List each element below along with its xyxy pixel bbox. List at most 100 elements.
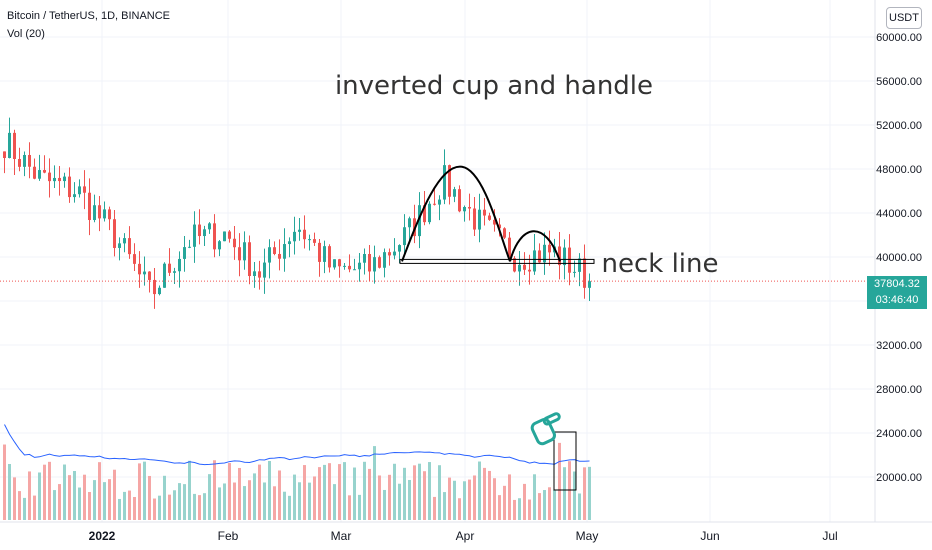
volume-bar <box>113 469 116 520</box>
volume-bar <box>38 472 41 520</box>
candle-body <box>203 229 206 237</box>
candle-body <box>383 252 386 268</box>
volume-bar <box>398 483 401 520</box>
candle-body <box>333 259 336 268</box>
price-tick-label: 52000.00 <box>876 120 922 132</box>
volume-bar <box>23 497 26 520</box>
volume-bar <box>73 470 76 520</box>
candle-body <box>38 170 41 179</box>
handle-arc <box>509 230 561 262</box>
volume-bar <box>218 487 221 520</box>
volume-bar <box>323 464 326 520</box>
candle-body <box>193 224 196 247</box>
candle-body <box>418 205 421 237</box>
volume-bar <box>543 490 546 520</box>
candle-body <box>288 241 291 245</box>
candle-body <box>128 238 131 255</box>
volume-bar <box>13 477 16 520</box>
volume-bar <box>408 479 411 520</box>
volume-bar <box>273 486 276 520</box>
candle-body <box>323 246 326 262</box>
candle-body <box>143 271 146 275</box>
volume-bar <box>338 464 341 520</box>
volume-bar <box>133 496 136 520</box>
volume-bar <box>473 475 476 520</box>
candle-body <box>353 269 356 271</box>
price-axis[interactable]: 60000.00 56000.00 52000.00 48000.00 44000.00… <box>876 32 922 484</box>
volume-indicator-label: Vol (20) <box>7 28 45 40</box>
volume-bar <box>33 495 36 520</box>
volume-bar <box>203 493 206 520</box>
candle-body <box>378 257 381 268</box>
volume-bar <box>28 471 31 520</box>
volume-bar <box>43 464 46 520</box>
cup-arc <box>401 165 511 262</box>
volume-bar <box>388 474 391 520</box>
volume-bar <box>583 467 586 520</box>
candle-body <box>178 258 181 272</box>
volume-bar <box>263 482 266 520</box>
volume-bar <box>8 463 11 520</box>
volume-bar <box>248 480 251 520</box>
volume-bar <box>343 462 346 520</box>
volume-bar <box>238 467 241 520</box>
candle-body <box>348 265 351 270</box>
volume-bar <box>258 464 261 520</box>
volume-bar <box>3 444 6 520</box>
volume-bar <box>373 446 376 520</box>
volume-highlight-box <box>553 431 577 491</box>
candle-body <box>223 231 226 242</box>
candle-body <box>503 228 506 238</box>
candle-body <box>328 246 331 268</box>
volume-bar <box>558 442 561 520</box>
volume-bar <box>63 464 66 520</box>
currency-button[interactable]: USDT <box>886 7 922 29</box>
symbol-title: Bitcoin / TetherUS, 1D, BINANCE <box>7 10 171 22</box>
candle-body <box>153 279 156 295</box>
volume-bar <box>243 486 246 520</box>
candle-body <box>118 243 121 248</box>
volume-bar <box>288 495 291 520</box>
pattern-title: inverted cup and handle <box>335 71 653 101</box>
candle-body <box>18 158 21 167</box>
candle-body <box>78 186 81 195</box>
volume-bar <box>458 498 461 520</box>
volume-bar <box>498 495 501 520</box>
candle-body <box>583 258 586 288</box>
candle-body <box>478 209 481 230</box>
volume-bar <box>313 476 316 520</box>
candle-body <box>108 209 111 220</box>
candle-body <box>98 205 101 219</box>
volume-bar <box>118 498 121 520</box>
time-tick-label: Feb <box>218 529 239 543</box>
volume-bar <box>53 490 56 520</box>
volume-bar <box>353 467 356 520</box>
volume-bar <box>508 474 511 520</box>
volume-bars <box>3 442 591 520</box>
volume-bar <box>488 470 491 520</box>
candle-body <box>498 224 501 229</box>
candle-body <box>433 203 436 205</box>
time-tick-label: Apr <box>456 529 475 543</box>
candle-body <box>573 271 576 273</box>
volume-bar <box>223 483 226 520</box>
time-axis[interactable]: 2022 Feb Mar Apr May Jun Jul <box>89 529 838 543</box>
candle-body <box>408 218 411 228</box>
time-tick-label: Jul <box>822 529 837 543</box>
volume-bar <box>493 478 496 520</box>
candle-body <box>138 263 141 275</box>
candle-body <box>458 189 461 212</box>
volume-bar <box>463 481 466 520</box>
candle-body <box>113 219 116 248</box>
candle-body <box>548 244 551 253</box>
volume-bar <box>298 482 301 520</box>
price-tick-label: 24000.00 <box>876 428 922 440</box>
candle-body <box>588 281 591 288</box>
volume-bar <box>83 474 86 520</box>
candle-body <box>183 247 186 259</box>
candle-body <box>228 231 231 239</box>
volume-bar <box>568 461 571 520</box>
candle-body <box>523 264 526 270</box>
candle-body <box>68 176 71 198</box>
